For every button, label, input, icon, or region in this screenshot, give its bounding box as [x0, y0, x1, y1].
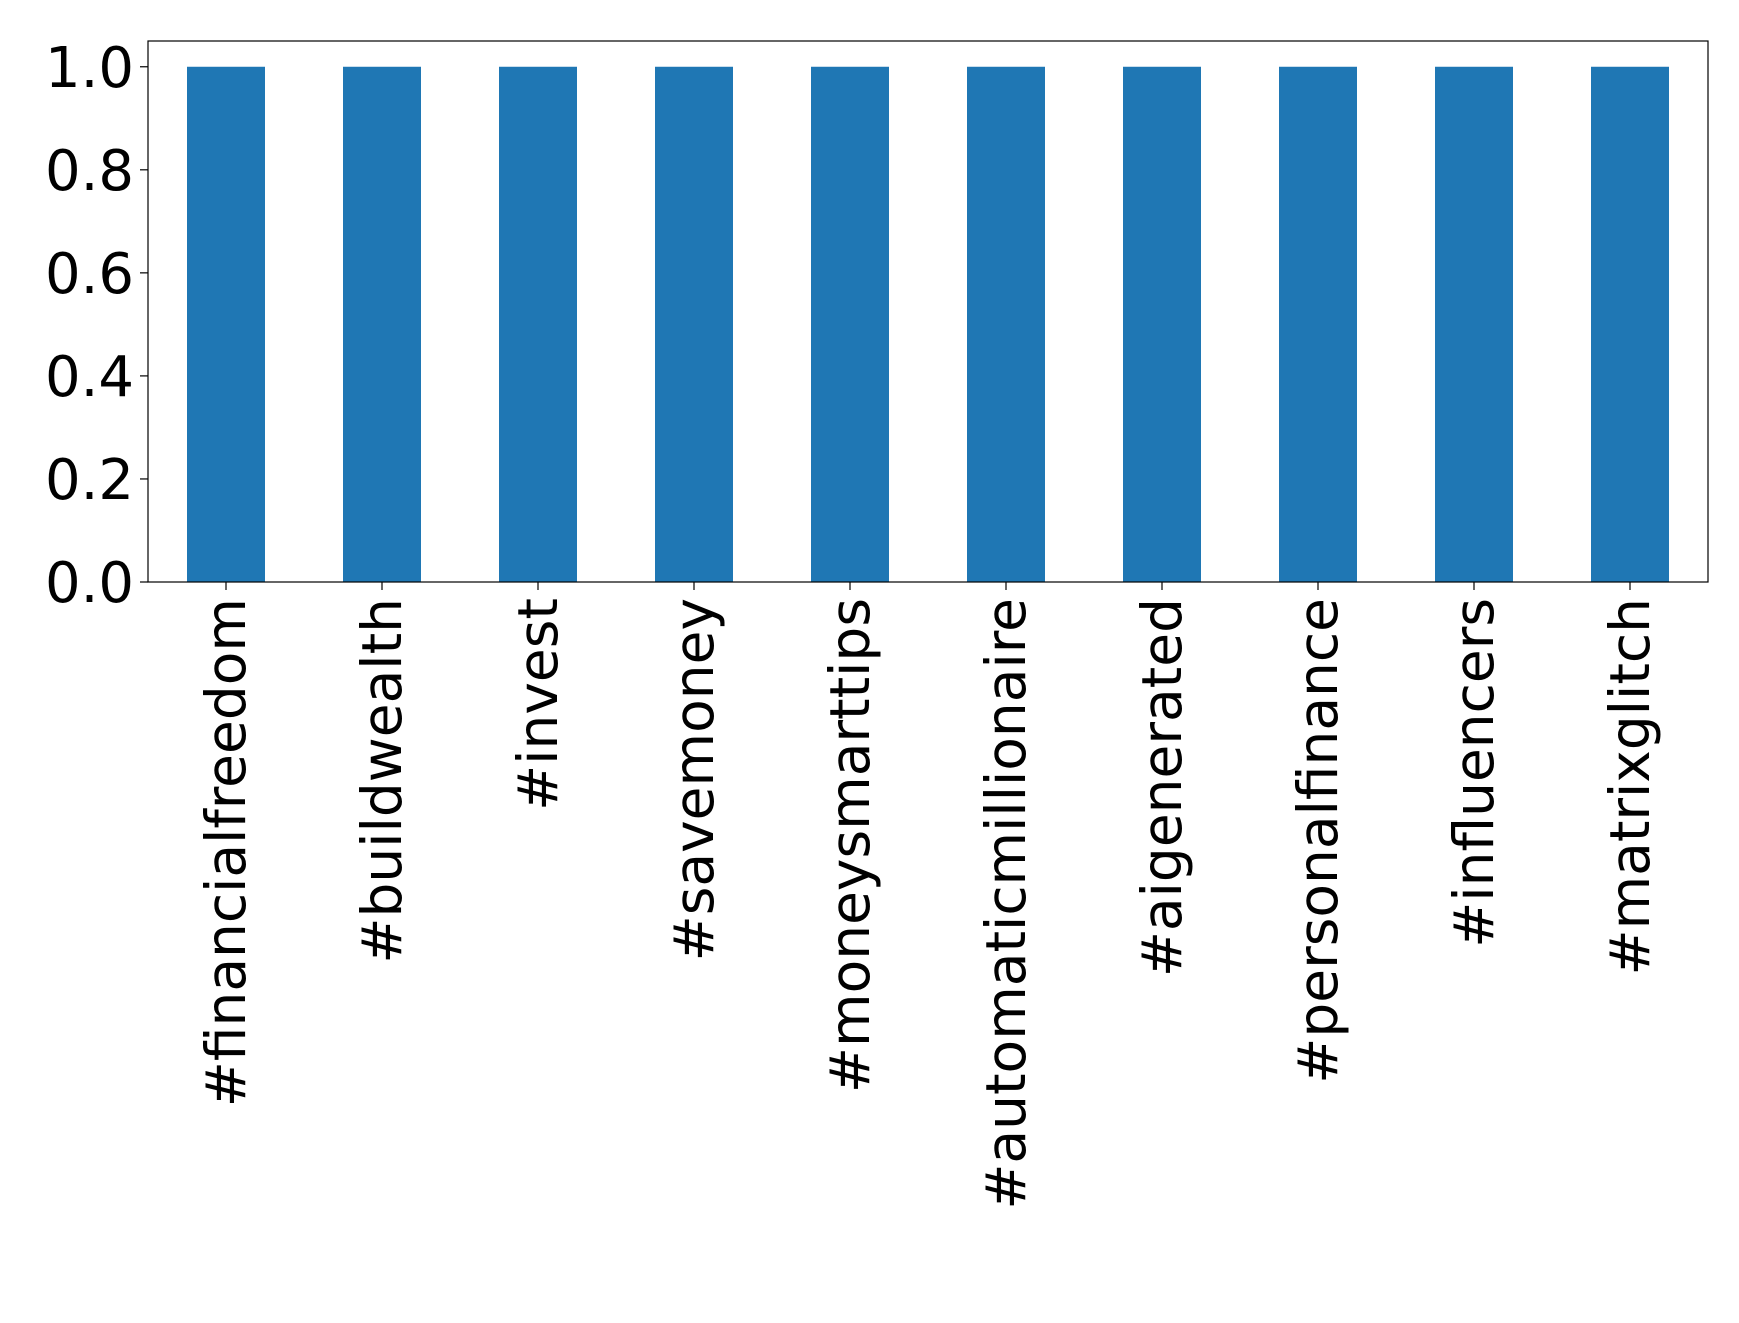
x-tick-label: #buildwealth — [350, 598, 414, 964]
x-tick-label: #aigenerated — [1130, 598, 1194, 977]
x-tick-label: #savemoney — [662, 598, 726, 961]
bar — [811, 66, 889, 582]
x-tick-label: #automaticmillionaire — [974, 598, 1038, 1210]
x-tick-label: #financialfreedom — [194, 598, 258, 1107]
bar — [499, 66, 577, 582]
x-tick-label: #invest — [506, 598, 570, 811]
y-tick-label: 0.4 — [45, 345, 134, 410]
y-tick-label: 0.6 — [45, 242, 134, 307]
y-tick-label: 1.0 — [45, 36, 134, 101]
bar — [1591, 66, 1669, 582]
y-tick-label: 0.0 — [45, 551, 134, 616]
plot-frame — [147, 40, 1709, 583]
bar — [1435, 66, 1513, 582]
bar — [1279, 66, 1357, 582]
bar — [655, 66, 733, 582]
bar — [1123, 66, 1201, 582]
bar — [187, 66, 265, 582]
x-tick-label: #personalfinance — [1286, 598, 1350, 1084]
x-tick-label: #moneysmarttips — [818, 598, 882, 1093]
x-tick-label: #influencers — [1442, 598, 1506, 948]
y-tick-label: 0.8 — [45, 139, 134, 204]
bar — [343, 66, 421, 582]
y-tick-label: 0.2 — [45, 448, 134, 513]
bar — [967, 66, 1045, 582]
x-tick-label: #matrixglitch — [1598, 598, 1662, 976]
